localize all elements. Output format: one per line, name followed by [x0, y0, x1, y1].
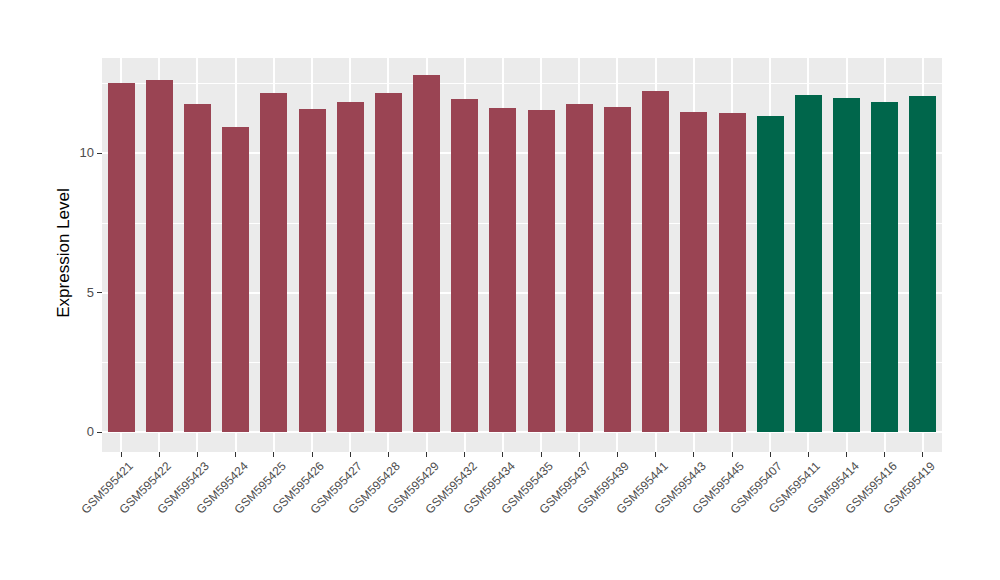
bar-GSM595435 [528, 110, 555, 432]
x-tick-mark-GSM595434 [502, 452, 503, 457]
x-tick-mark-GSM595407 [770, 452, 771, 457]
x-tick-mark-GSM595427 [350, 452, 351, 457]
x-tick-mark-GSM595425 [273, 452, 274, 457]
x-tick-mark-GSM595422 [159, 452, 160, 457]
bar-GSM595441 [642, 91, 669, 432]
bar-GSM595428 [375, 93, 402, 432]
x-tick-mark-GSM595437 [579, 452, 580, 457]
y-tick-mark-5 [97, 292, 102, 293]
x-tick-mark-GSM595414 [846, 452, 847, 457]
bar-GSM595426 [299, 109, 326, 432]
bar-GSM595419 [909, 96, 936, 432]
bar-GSM595411 [795, 95, 822, 432]
x-tick-mark-GSM595443 [693, 452, 694, 457]
bar-GSM595423 [184, 104, 211, 432]
y-tick-label-10: 10 [60, 145, 94, 161]
bar-GSM595424 [222, 127, 249, 432]
x-tick-mark-GSM595416 [884, 452, 885, 457]
bar-GSM595421 [108, 83, 135, 432]
expression-bar-chart: Expression Level 0510 GSM595421GSM595422… [0, 0, 1000, 580]
bar-GSM595443 [680, 112, 707, 432]
x-tick-mark-GSM595432 [464, 452, 465, 457]
x-tick-mark-GSM595411 [808, 452, 809, 457]
gridline-minor-y-12.5 [102, 83, 942, 84]
bar-GSM595427 [337, 102, 364, 432]
bar-GSM595414 [833, 98, 860, 432]
x-tick-mark-GSM595441 [655, 452, 656, 457]
x-tick-mark-GSM595419 [922, 452, 923, 457]
plot-panel [102, 58, 942, 452]
bar-GSM595425 [260, 93, 287, 432]
bar-GSM595437 [566, 104, 593, 432]
bar-GSM595429 [413, 75, 440, 432]
x-tick-mark-GSM595445 [732, 452, 733, 457]
y-tick-label-5: 5 [60, 285, 94, 301]
y-tick-label-0: 0 [60, 424, 94, 440]
bar-GSM595445 [719, 113, 746, 432]
bar-GSM595422 [146, 80, 173, 432]
x-tick-mark-GSM595428 [388, 452, 389, 457]
y-tick-mark-10 [97, 153, 102, 154]
x-tick-mark-GSM595435 [541, 452, 542, 457]
bar-GSM595407 [757, 116, 784, 432]
bar-GSM595432 [451, 99, 478, 432]
x-tick-mark-GSM595423 [197, 452, 198, 457]
y-tick-mark-0 [97, 432, 102, 433]
bar-GSM595434 [489, 108, 516, 432]
x-tick-mark-GSM595424 [235, 452, 236, 457]
bar-GSM595439 [604, 107, 631, 432]
x-tick-mark-GSM595421 [121, 452, 122, 457]
x-tick-mark-GSM595429 [426, 452, 427, 457]
x-tick-mark-GSM595426 [312, 452, 313, 457]
bar-GSM595416 [871, 102, 898, 432]
x-tick-mark-GSM595439 [617, 452, 618, 457]
